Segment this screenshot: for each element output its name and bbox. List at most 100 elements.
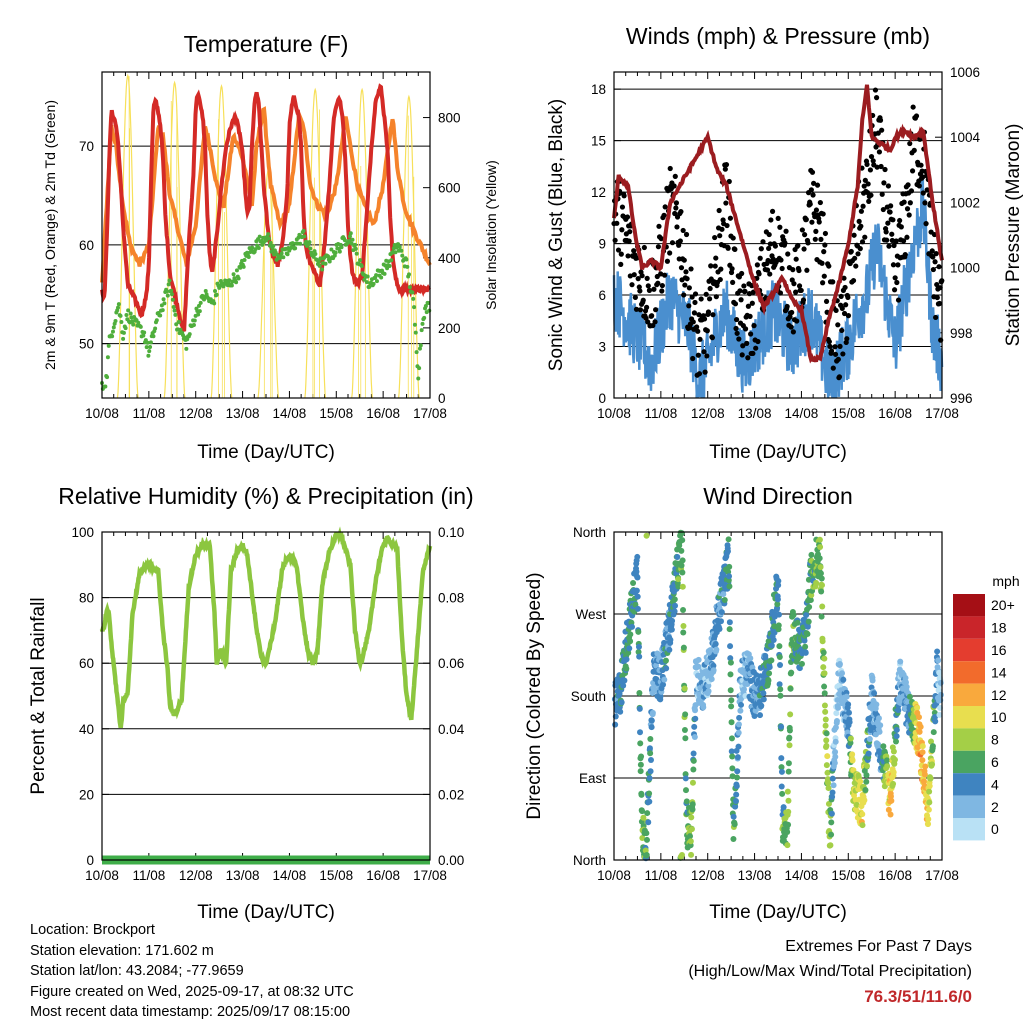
gust-point — [734, 330, 740, 336]
td2m-point — [203, 288, 208, 293]
td2m-point — [124, 313, 129, 318]
td2m-point — [417, 366, 422, 371]
gust-point — [794, 318, 800, 324]
wind-direction-point — [776, 654, 783, 661]
wind-direction-point — [853, 801, 860, 808]
gust-point — [746, 291, 753, 297]
wind-direction-point — [832, 724, 839, 731]
chart-title: Winds (mph) & Pressure (mb) — [626, 23, 930, 49]
wind-direction-point — [859, 811, 866, 818]
y-tick-label: 40 — [79, 722, 94, 737]
wind-direction-point — [733, 791, 740, 798]
td2m-series — [100, 228, 432, 391]
wind-direction-point — [777, 686, 784, 693]
extremes-box: Extremes For Past 7 Days (High/Low/Max W… — [688, 934, 972, 1009]
wind-direction-point — [727, 655, 734, 662]
gust-point — [741, 283, 747, 289]
td2m-point — [170, 292, 175, 297]
elevation-text: Station elevation: 171.602 m — [30, 942, 214, 959]
td2m-point — [348, 231, 353, 236]
wind-direction-point — [617, 708, 624, 715]
gust-point — [625, 253, 631, 259]
wind-direction-point — [644, 810, 651, 817]
y2-tick-label: 1000 — [950, 261, 980, 276]
wind-direction-point — [821, 670, 828, 677]
wind-direction-point — [690, 766, 697, 773]
td2m-point — [118, 313, 123, 318]
td2m-point — [285, 252, 290, 257]
td2m-point — [320, 267, 325, 272]
x-tick-label: 16/08 — [878, 868, 912, 883]
x-tick-label: 16/08 — [366, 406, 400, 421]
x-tick-label: 17/08 — [925, 406, 959, 421]
y2-tick-label: 1006 — [950, 65, 980, 80]
gust-point — [895, 297, 902, 303]
wind-direction-point — [875, 715, 882, 722]
wind-direction-point — [646, 798, 653, 805]
x-tick-label: 15/08 — [319, 406, 353, 421]
td2m-point — [329, 247, 334, 252]
td2m-point — [301, 228, 306, 233]
wind-direction-point — [849, 757, 856, 764]
gust-point — [646, 287, 653, 293]
gust-point — [820, 211, 826, 217]
latlon-text: Station lat/lon: 43.2084; -77.9659 — [30, 963, 244, 979]
y-axis-label: Direction (Colored By Speed) — [524, 572, 545, 819]
td2m-point — [121, 336, 126, 341]
gust-point — [756, 271, 762, 277]
td2m-point — [160, 308, 165, 313]
gust-point — [713, 294, 719, 300]
td2m-point — [256, 246, 261, 251]
wind-direction-point — [863, 778, 870, 785]
td2m-point — [234, 268, 239, 273]
y2-tick-label: 998 — [950, 326, 973, 341]
wind-direction-point — [729, 753, 736, 760]
wind-direction-point — [831, 760, 838, 767]
y-tick-label: East — [579, 771, 606, 786]
td2m-point — [142, 330, 147, 335]
td2m-point — [404, 257, 409, 262]
gust-point — [817, 199, 823, 206]
wind-direction-point — [637, 740, 644, 747]
solar-day-curve — [398, 94, 420, 399]
gust-point — [805, 240, 811, 246]
wind-direction-point — [825, 780, 832, 787]
wind-direction-point — [785, 808, 792, 815]
gust-point — [674, 224, 680, 230]
wind-direction-point — [649, 709, 656, 716]
td2m-point — [307, 240, 312, 245]
td2m-point — [364, 280, 369, 285]
gust-point — [692, 291, 699, 297]
gust-point — [894, 279, 900, 286]
td2m-point — [113, 318, 118, 323]
y2-tick-label: 0.02 — [438, 787, 464, 802]
wind-direction-point — [819, 638, 826, 645]
wind-direction-point — [690, 757, 697, 764]
gust-point — [750, 289, 757, 295]
gust-point — [911, 147, 917, 153]
legend-label: 4 — [991, 776, 999, 792]
td2m-point — [347, 234, 352, 239]
wind-direction-point — [820, 649, 827, 656]
wind-direction-point — [893, 738, 900, 745]
td2m-point — [400, 253, 405, 258]
td2m-point — [423, 304, 428, 309]
wind-direction-point — [635, 643, 642, 650]
wind-direction-point — [893, 733, 900, 740]
gust-point — [655, 244, 662, 250]
legend-swatch — [953, 594, 985, 617]
td2m-point — [165, 293, 170, 298]
wind-direction-point — [936, 711, 943, 718]
wind-direction-point — [679, 569, 686, 576]
x-tick-label: 10/08 — [85, 406, 119, 421]
gust-point — [764, 267, 771, 273]
y-tick-label: 9 — [598, 237, 606, 252]
wind-direction-point — [712, 640, 719, 647]
wind-direction-point — [692, 715, 699, 722]
td2m-point — [374, 279, 379, 284]
gust-point — [678, 209, 684, 215]
wind-direction-point — [766, 664, 773, 671]
y-tick-label: 60 — [79, 238, 94, 253]
wind-direction-point — [633, 568, 640, 575]
wind-direction-point — [843, 693, 850, 700]
